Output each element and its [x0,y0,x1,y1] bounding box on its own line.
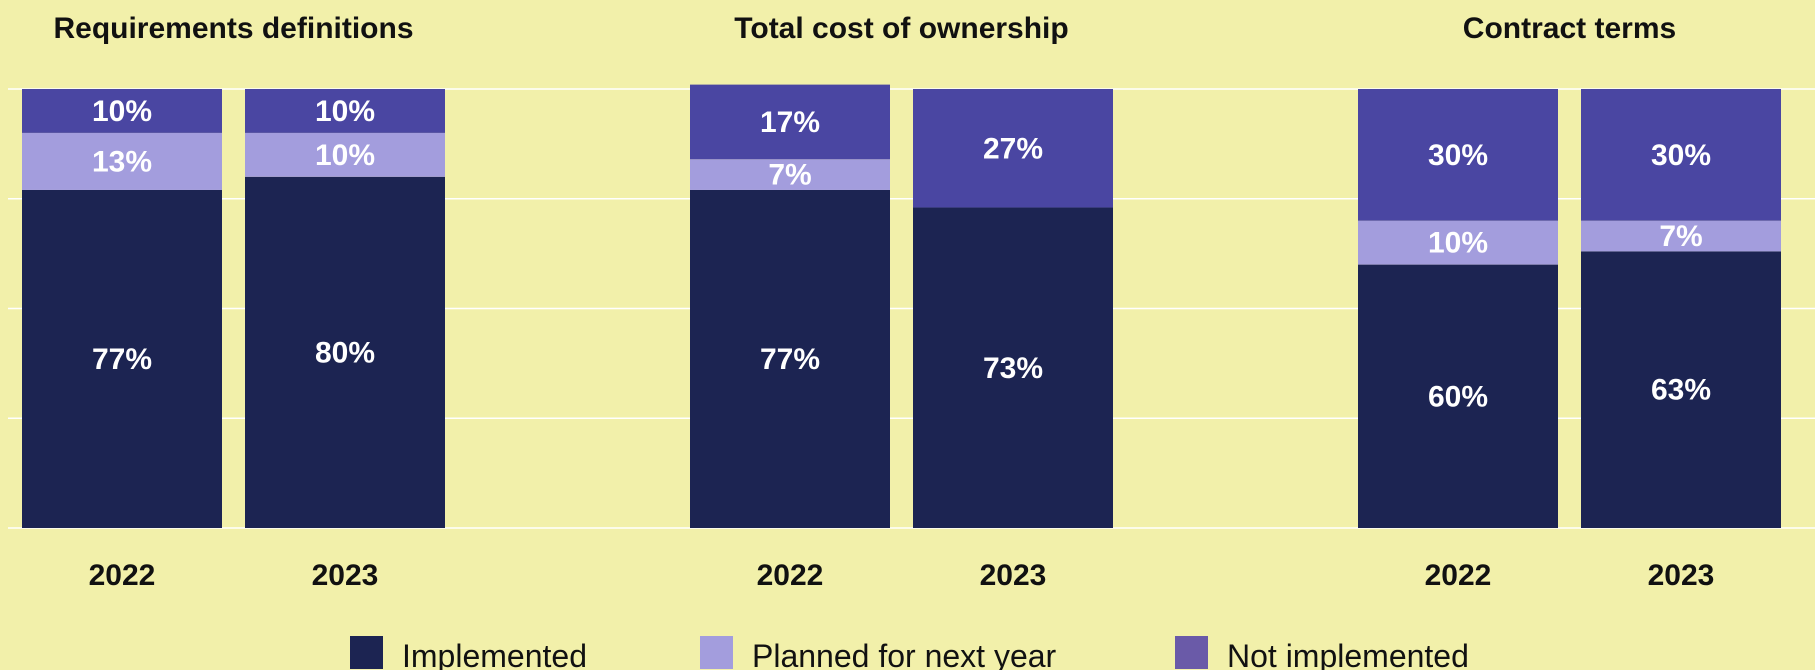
data-label-planned: 10% [1428,227,1488,260]
stacked-bar-2022: 77% 13% 10% [22,89,222,528]
stacked-bar-2023: 63% 7% 30% [1581,89,1781,528]
bar-segment-not-implemented [245,89,445,133]
data-label-implemented: 73% [983,352,1043,385]
legend-item-not-implemented: Not implemented [1175,636,1469,670]
year-tick-label: 2023 [312,559,379,592]
panel-title: Total cost of ownership [734,12,1068,45]
stacked-bar-2022: 77% 7% 17% [690,84,890,528]
bar-segment-not-implemented [1581,89,1781,221]
data-label-implemented: 63% [1651,374,1711,407]
bar-segment-not-implemented [1358,89,1558,221]
bar-segment-implemented [913,207,1113,528]
legend-swatch [700,636,733,669]
bar-segment-not-implemented [22,89,222,133]
bar-segment-planned [690,159,890,190]
stacked-bar-2023: 73% 27% [913,89,1113,528]
bar-segment-implemented [1358,264,1558,528]
data-label-implemented: 77% [760,343,820,376]
data-label-not-implemented: 27% [983,132,1043,165]
data-label-implemented: 77% [92,343,152,376]
panel-1: Total cost of ownership 77% 7% 17% 2022 73% 27… [690,12,1113,592]
legend-item-implemented: Implemented [350,636,587,670]
bar-segment-implemented [22,189,222,528]
year-tick-label: 2022 [1425,559,1492,592]
legend-item-planned: Planned for next year [700,636,1057,670]
data-label-not-implemented: 30% [1428,139,1488,172]
data-label-planned: 7% [768,159,811,192]
data-label-planned: 10% [315,139,375,172]
bar-segment-planned [1358,220,1558,265]
year-tick-label: 2022 [89,559,156,592]
data-label-planned: 7% [1659,220,1702,253]
bar-segment-planned [22,132,222,190]
data-label-not-implemented: 30% [1651,139,1711,172]
bar-segment-implemented [245,176,445,529]
stacked-bar-2022: 60% 10% 30% [1358,89,1558,528]
chart-panels: Requirements definitions 77% 13% 10% 2022 80%… [22,12,1781,592]
data-label-implemented: 80% [315,336,375,369]
year-tick-label: 2022 [757,559,824,592]
data-label-not-implemented: 10% [92,95,152,128]
legend-swatch [350,636,383,669]
bar-segment-planned [1581,220,1781,252]
panel-2: Contract terms 60% 10% 30% 2022 63% 7% 30% 2023 [1358,12,1781,592]
legend-swatch [1175,636,1208,669]
year-tick-label: 2023 [1648,559,1715,592]
stacked-bar-2023: 80% 10% 10% [245,89,445,529]
legend-label: Planned for next year [752,638,1057,670]
bar-segment-planned [245,132,445,177]
bar-segment-not-implemented [690,84,890,160]
bar-segment-implemented [1581,251,1781,528]
panel-0: Requirements definitions 77% 13% 10% 2022 80%… [22,12,445,592]
legend-label: Implemented [402,638,587,670]
bar-segment-implemented [690,189,890,528]
year-tick-label: 2023 [980,559,1047,592]
bar-segment-not-implemented [913,89,1113,208]
data-label-implemented: 60% [1428,380,1488,413]
data-label-not-implemented: 10% [315,95,375,128]
panel-title: Contract terms [1463,12,1676,45]
panel-title: Requirements definitions [53,12,413,45]
chart-legend: Implemented Planned for next year Not impl… [350,636,1469,670]
data-label-planned: 13% [92,145,152,178]
legend-label: Not implemented [1227,638,1469,670]
data-label-not-implemented: 17% [760,106,820,139]
